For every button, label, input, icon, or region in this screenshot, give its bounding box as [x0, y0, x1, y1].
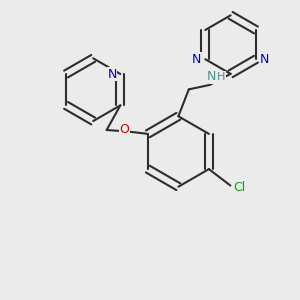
Text: O: O [120, 124, 130, 136]
Text: N: N [192, 53, 202, 66]
Text: N: N [206, 70, 216, 83]
Text: N: N [107, 68, 117, 80]
Text: Cl: Cl [233, 182, 245, 194]
Text: N: N [260, 53, 269, 66]
Text: H: H [217, 71, 225, 82]
